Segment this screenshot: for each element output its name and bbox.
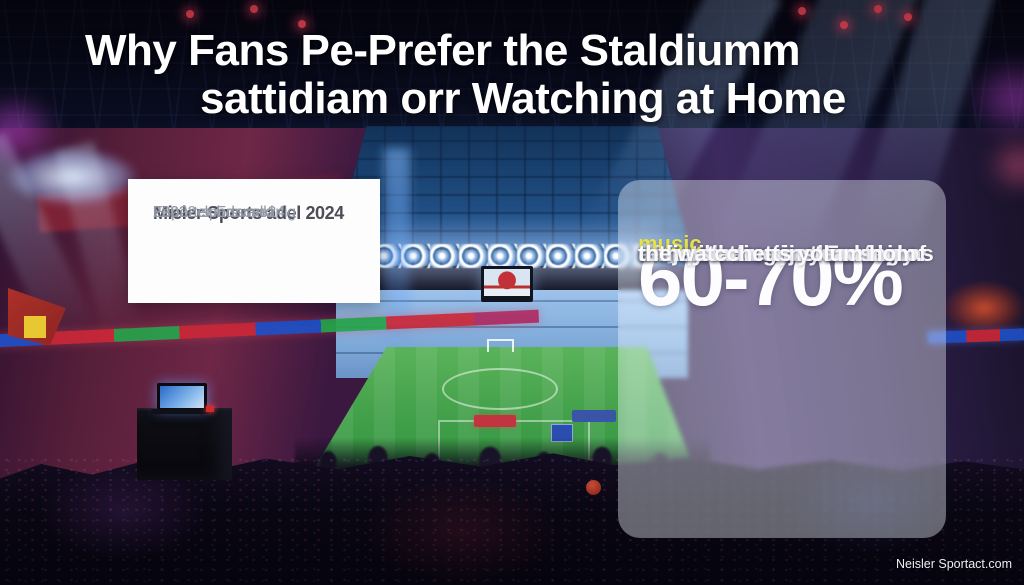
roof-light-red (840, 21, 848, 29)
source-credit: Neisler Sportact.com (895, 557, 1012, 571)
laptop-screen (157, 383, 207, 411)
blue-pitchside-banner (572, 410, 616, 422)
light-streak (384, 148, 410, 363)
source-card: Mieler Sports adel 2024 Esporter Edncall… (128, 179, 380, 303)
roof-light-red (798, 7, 806, 15)
right-stand-orange-section (942, 280, 1024, 336)
camera-platform (137, 408, 232, 480)
flag-yellow-patch (24, 316, 46, 338)
far-goal (487, 339, 514, 352)
red-pitchside-banner (474, 415, 516, 427)
roof-light-red (250, 5, 258, 13)
headline-line-2: sattidiam orr Watching at Home (200, 74, 846, 123)
source-card-line: 2022- club surve24 (153, 204, 285, 221)
laptop-base (151, 409, 213, 414)
headline-line-1: Why Fans Pe-Prefer the Staldiumm (85, 26, 801, 75)
roof-light-red (904, 13, 912, 21)
red-beanie-fan (586, 480, 601, 495)
stadium-video-screen-content (484, 269, 530, 296)
roof-light-red (186, 10, 194, 18)
pitch-center-circle (442, 368, 558, 410)
stat-line: the watcchetts yolum hom. (638, 241, 922, 266)
roof-light-red (874, 5, 882, 13)
stat-panel: 60-70% of fans at maijs-a Eurnajor europ… (618, 180, 946, 538)
camera-record-light (206, 406, 214, 412)
